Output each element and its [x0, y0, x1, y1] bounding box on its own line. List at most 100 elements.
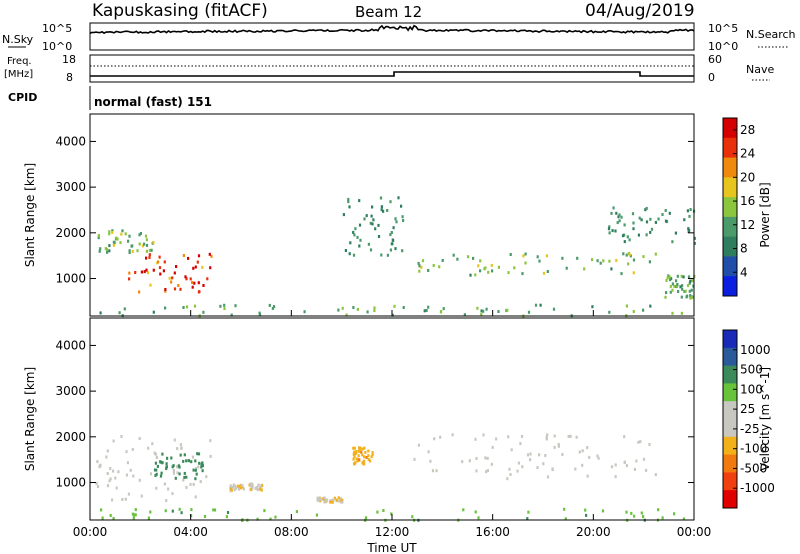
- scatter-cell: [331, 500, 334, 504]
- scatter-cell: [338, 499, 341, 503]
- y-tick-label: 2000: [55, 226, 86, 240]
- scatter-cell: [341, 306, 344, 310]
- scatter-cell: [106, 449, 109, 453]
- scatter-cell: [127, 492, 130, 496]
- scatter-cell: [263, 509, 266, 513]
- freq-tick-top: 18: [62, 53, 76, 66]
- colorbar-tick-label: 16: [740, 194, 755, 208]
- scatter-cell: [688, 289, 691, 293]
- scatter-cell: [539, 303, 542, 307]
- scatter-cell: [608, 310, 611, 314]
- scatter-cell: [315, 513, 318, 517]
- scatter-cell: [331, 498, 334, 502]
- scatter-cell: [352, 457, 355, 461]
- scatter-cell: [201, 464, 204, 468]
- scatter-cell: [612, 206, 615, 210]
- scatter-cell: [148, 248, 151, 252]
- scatter-cell: [258, 311, 261, 315]
- scatter-cell: [484, 456, 487, 460]
- nave-tick-bottom: 0: [708, 71, 715, 84]
- scatter-cell: [250, 484, 253, 488]
- colorbar-frame: [722, 329, 738, 509]
- scatter-cell: [197, 254, 201, 258]
- scatter-cell: [256, 517, 259, 521]
- scatter-cell: [97, 234, 100, 237]
- colorbar-tick-label: 4: [740, 265, 748, 279]
- scatter-cell: [693, 236, 696, 240]
- colorbar-swatch: [723, 177, 737, 198]
- nsearch-label: N.Search: [746, 28, 796, 41]
- scatter-cell: [145, 256, 148, 260]
- scatter-cell: [365, 214, 368, 218]
- scatter-cell: [154, 452, 157, 456]
- scatter-cell: [116, 237, 119, 241]
- scatter-cell: [635, 459, 638, 463]
- scatter-cell: [591, 305, 594, 309]
- scatter-cell: [490, 263, 493, 267]
- scatter-cell: [680, 295, 683, 299]
- scatter-cell: [129, 468, 132, 472]
- scatter-cell: [185, 305, 189, 309]
- scatter-cell: [529, 458, 532, 462]
- colorbar-swatch: [723, 137, 737, 159]
- scatter-cell: [645, 468, 648, 472]
- scatter-cell: [561, 453, 564, 456]
- colorbar-tick-label: 12: [740, 218, 755, 232]
- scatter-cell: [687, 227, 690, 231]
- velocity-panel: 1000 2000 3000 4000 00:00 04:00 08:00 12:00 16:…: [23, 317, 711, 554]
- scatter-cell: [176, 471, 179, 475]
- scatter-cell: [648, 443, 651, 446]
- scatter-cell: [373, 309, 376, 313]
- scatter-cell: [127, 239, 130, 243]
- scatter-cell: [567, 434, 570, 438]
- scatter-cell: [172, 469, 175, 472]
- velocity-colorbar: Velocity [m s^-1] -1000 -500 -100 -25 25 100 5…: [722, 329, 775, 509]
- scatter-cell: [379, 196, 383, 200]
- scatter-cell: [198, 461, 201, 465]
- colorbar-swatch: [723, 401, 737, 420]
- scatter-cell: [623, 240, 626, 244]
- scatter-cell: [442, 307, 445, 311]
- scatter-cell: [111, 229, 114, 233]
- scatter-cell: [477, 264, 480, 268]
- scatter-cell: [608, 225, 611, 229]
- colorbar-swatch: [723, 472, 737, 491]
- scatter-cell: [138, 437, 141, 440]
- scatter-cell: [139, 232, 142, 235]
- scatter-cell: [329, 500, 332, 504]
- scatter-cell: [196, 260, 199, 264]
- scatter-cell: [197, 465, 200, 469]
- scatter-cell: [109, 467, 112, 470]
- scatter-cell: [400, 204, 403, 208]
- scatter-cell: [171, 465, 174, 469]
- y-tick-label: 2000: [55, 430, 86, 444]
- scatter-cell: [553, 445, 556, 449]
- scatter-cell: [431, 469, 435, 473]
- scatter-cell: [349, 241, 352, 245]
- scatter-cell: [163, 482, 166, 486]
- scatter-cell: [649, 230, 652, 234]
- scatter-cell: [486, 469, 489, 473]
- scatter-cell: [182, 306, 185, 309]
- scatter-cell: [158, 266, 162, 270]
- scatter-cell: [441, 259, 444, 262]
- scatter-cell: [168, 276, 171, 280]
- scatter-cell: [526, 453, 530, 457]
- scatter-cell: [271, 306, 274, 310]
- scatter-cell: [367, 242, 370, 246]
- scatter-cell: [261, 484, 264, 488]
- scatter-cell: [418, 264, 421, 268]
- scatter-cell: [581, 449, 584, 453]
- scatter-cell: [620, 215, 623, 219]
- scatter-cell: [545, 435, 548, 439]
- scatter-cell: [140, 494, 143, 498]
- scatter-cell: [250, 488, 253, 492]
- cpid-value: normal (fast) 151: [94, 95, 212, 109]
- scatter-cell: [374, 227, 377, 231]
- scatter-cell: [367, 454, 370, 458]
- scatter-cell: [114, 241, 117, 245]
- scatter-cell: [642, 457, 646, 461]
- power-y-axis: 1000 2000 3000 4000: [55, 134, 694, 286]
- scatter-cell: [664, 219, 668, 223]
